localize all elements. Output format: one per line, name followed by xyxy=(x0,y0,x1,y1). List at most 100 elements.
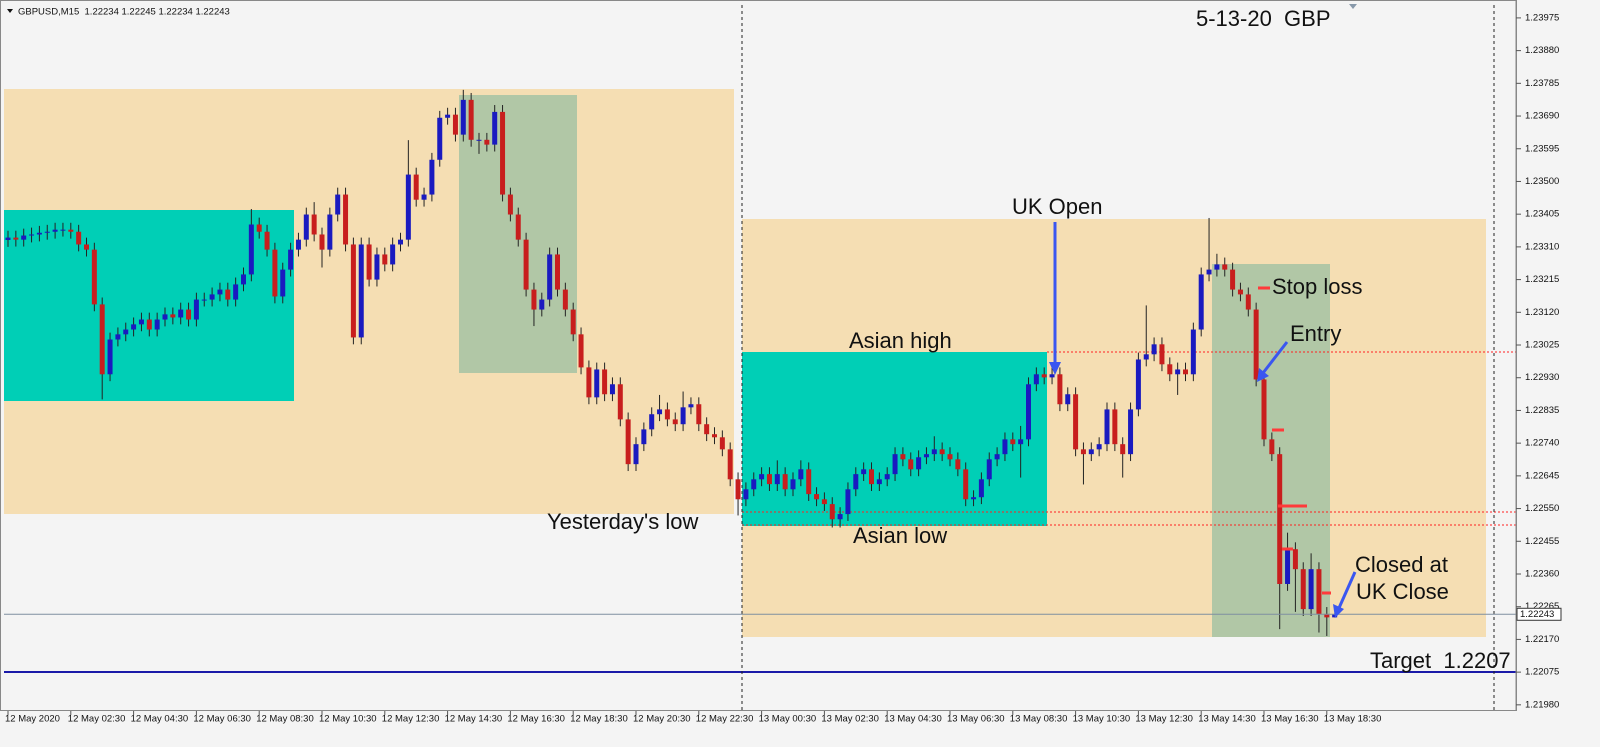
x-tick-label: 12 May 22:30 xyxy=(696,714,754,725)
candle-body xyxy=(1033,374,1039,385)
candle-body xyxy=(759,474,765,480)
y-tick-label: 1.21980 xyxy=(1525,699,1559,710)
y-tick-label: 1.23215 xyxy=(1525,274,1559,285)
candle-body xyxy=(1104,409,1110,445)
candle-body xyxy=(971,497,977,500)
candle-body xyxy=(437,117,443,160)
candle-body xyxy=(1292,549,1298,570)
y-tick-label: 1.23500 xyxy=(1525,176,1559,187)
candle-body xyxy=(193,299,199,320)
candle-body xyxy=(766,474,772,485)
candle-body xyxy=(1159,344,1165,365)
candle-body xyxy=(44,231,50,233)
x-tick-label: 12 May 16:30 xyxy=(507,714,565,725)
candle-body xyxy=(225,289,231,300)
annotation: UK Open xyxy=(1012,194,1103,219)
candle-body xyxy=(1151,344,1157,355)
candle-body xyxy=(1010,439,1016,445)
candle-body xyxy=(829,504,835,520)
candle-body xyxy=(398,239,403,245)
y-tick-label: 1.22645 xyxy=(1525,470,1559,481)
candle-body xyxy=(782,474,788,490)
candle-body xyxy=(335,194,341,215)
candle-body xyxy=(1308,569,1314,610)
y-tick-label: 1.23120 xyxy=(1525,307,1559,318)
arrow-head xyxy=(1049,362,1061,375)
candle-body xyxy=(107,339,113,375)
candle-body xyxy=(209,294,215,300)
candle-body xyxy=(1183,369,1188,375)
candle-body xyxy=(233,284,239,300)
candle-body xyxy=(1167,364,1173,375)
trade-markers xyxy=(1258,286,1331,595)
candle-body xyxy=(138,319,144,325)
annotation: 5-13-20 GBP xyxy=(1196,6,1331,31)
candle-body xyxy=(1002,439,1008,455)
x-tick-label: 13 May 12:30 xyxy=(1135,714,1193,725)
annotation: Stop loss xyxy=(1272,274,1363,299)
candle-body xyxy=(1230,269,1236,290)
x-tick-label: 13 May 06:30 xyxy=(947,714,1005,725)
candle-body xyxy=(1065,394,1071,405)
annotation: Target 1.2207 xyxy=(1370,648,1511,673)
candle-body xyxy=(1222,264,1228,270)
y-tick-label: 1.23975 xyxy=(1525,12,1559,23)
x-tick-label: 12 May 08:30 xyxy=(256,714,314,725)
annotation: Asian high xyxy=(849,328,952,353)
candle-body xyxy=(99,304,105,375)
y-tick-label: 1.23405 xyxy=(1525,209,1559,220)
candle-body xyxy=(1269,439,1275,455)
candle-body xyxy=(751,479,757,490)
candle-body xyxy=(978,479,984,498)
candle-body xyxy=(570,309,576,335)
chart-header: GBPUSD,M15 1.22234 1.22245 1.22234 1.222… xyxy=(18,7,230,18)
candle-body xyxy=(1112,409,1118,445)
candle-body xyxy=(1096,444,1102,450)
annotations: 5-13-20 GBP UK Open Asian high Asian low Yes… xyxy=(547,6,1511,673)
candle-body xyxy=(327,214,333,250)
candle-body xyxy=(445,114,451,118)
candle-body xyxy=(154,319,160,330)
candle-body xyxy=(1214,264,1220,270)
candle-body xyxy=(916,457,922,470)
candle-body xyxy=(68,229,74,232)
candle-body xyxy=(319,234,325,250)
x-axis-labels: 12 May 2020 12 May 02:30 12 May 04:30 12 Ma… xyxy=(5,711,1381,725)
x-tick-label: 12 May 04:30 xyxy=(131,714,189,725)
candle-body xyxy=(350,244,356,338)
candle-body xyxy=(500,111,506,195)
candle-body xyxy=(617,384,623,420)
y-tick-label: 1.22265 xyxy=(1525,601,1559,612)
annotation: UK Close xyxy=(1356,579,1449,604)
candle-body xyxy=(869,469,874,485)
x-tick-label: 12 May 12:30 xyxy=(382,714,440,725)
candle-body xyxy=(146,319,152,330)
candle-body xyxy=(853,474,859,490)
y-tick-label: 1.22835 xyxy=(1525,405,1559,416)
candle-body xyxy=(1135,359,1141,410)
candle-body xyxy=(814,494,820,500)
candle-body xyxy=(280,269,286,297)
y-tick-label: 1.23690 xyxy=(1525,111,1559,122)
annotation: Asian low xyxy=(853,523,947,548)
candle-body xyxy=(170,314,176,318)
candle-body xyxy=(492,111,498,145)
candle-body xyxy=(52,229,58,232)
candle-body xyxy=(1261,379,1267,440)
candle-body xyxy=(774,474,780,485)
x-tick-label: 13 May 08:30 xyxy=(1010,714,1068,725)
x-tick-label: 12 May 02:30 xyxy=(68,714,126,725)
candle-body xyxy=(1285,549,1291,584)
candle-body xyxy=(1253,309,1259,380)
candle-body xyxy=(248,224,254,275)
header-icon xyxy=(7,9,13,13)
candle-body xyxy=(217,289,223,295)
candle-body xyxy=(955,459,961,470)
candle-body xyxy=(986,459,992,480)
candle-body xyxy=(555,254,560,290)
candle-body xyxy=(84,244,89,250)
annotation: Entry xyxy=(1290,321,1341,346)
candle-body xyxy=(696,404,702,425)
candle-body xyxy=(1237,289,1243,295)
x-tick-label: 13 May 10:30 xyxy=(1073,714,1131,725)
